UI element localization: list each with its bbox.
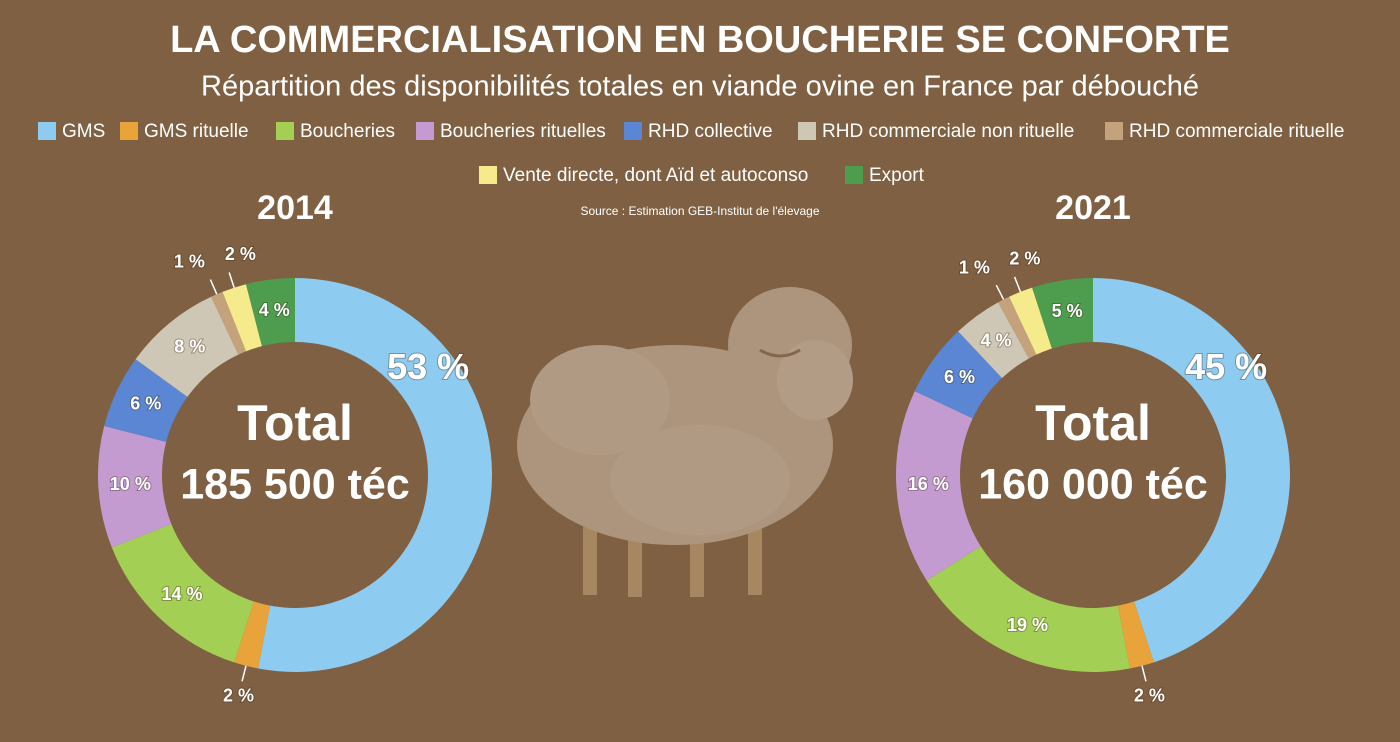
donut-segment [98,426,172,548]
legend-label: Export [869,165,925,186]
chart-year: 2021 [1055,189,1131,227]
value-label: 14 % [162,584,203,604]
legend-swatch [479,166,497,184]
legend-swatch [38,122,56,140]
legend-label: GMS rituelle [144,121,249,142]
value-label: 45 % [1185,346,1267,387]
legend-swatch [798,122,816,140]
value-label: 5 % [1052,301,1083,321]
donut-segment [1093,278,1290,663]
donut-segment [926,546,1130,672]
legend-label: GMS [62,121,105,142]
donut-segment [111,523,254,663]
legend-swatch [1105,122,1123,140]
legend-swatch [416,122,434,140]
center-label: Total [237,395,353,451]
title: LA COMMERCIALISATION EN BOUCHERIE SE CON… [170,19,1230,61]
center-total: 185 500 téc [180,460,410,508]
leader-line [1013,276,1022,293]
legend-label: RHD collective [648,121,773,142]
legend-swatch [845,166,863,184]
legend-label: RHD commerciale rituelle [1129,121,1344,142]
donut-segment [258,278,493,672]
value-label: 6 % [130,393,161,413]
value-label: 4 % [259,300,290,320]
legend-label: Boucheries rituelles [440,121,606,142]
donut-segment [222,284,262,352]
legend-swatch [120,122,138,140]
donut-segment [1117,601,1154,669]
donut-segment [914,331,1002,419]
donut-segment [234,601,271,669]
value-label: 2 % [1009,249,1040,269]
legend-swatch [276,122,294,140]
legend-swatch [624,122,642,140]
legend-label: Vente directe, dont Aïd et autoconso [503,165,808,186]
leader-line [241,665,247,682]
value-label: 19 % [1007,615,1048,635]
legend-label: RHD commerciale non rituelle [822,121,1074,142]
donut-segment [1009,287,1052,355]
subtitle: Répartition des disponibilités totales e… [201,71,1199,103]
value-label: 6 % [944,367,975,387]
leader-line [228,272,235,288]
value-label: 2 % [225,244,256,264]
leader-line [209,279,218,295]
sheep-illustration [517,287,853,597]
donut-segment [1032,278,1093,349]
donut-segment [998,296,1037,359]
donut-segment [211,291,247,355]
center-total: 160 000 téc [978,460,1208,508]
value-label: 53 % [387,346,469,387]
value-label: 1 % [174,251,205,271]
value-label: 4 % [980,330,1011,350]
leader-line [1141,665,1147,682]
value-label: 10 % [110,474,151,494]
donut-segment [135,296,239,397]
value-label: 16 % [908,474,949,494]
source: Source : Estimation GEB-Institut de l'él… [580,204,819,218]
donut-segment [246,278,295,347]
value-label: 2 % [1134,686,1165,706]
value-label: 1 % [959,257,990,277]
center-label: Total [1035,395,1151,451]
leader-line [995,284,1005,300]
donut-segment [958,302,1029,379]
donut-segment [104,359,188,442]
value-label: 2 % [223,686,254,706]
chart-year: 2014 [257,189,333,227]
value-label: 8 % [174,337,205,357]
legend-label: Boucheries [300,121,395,142]
donut-segment [896,391,981,581]
